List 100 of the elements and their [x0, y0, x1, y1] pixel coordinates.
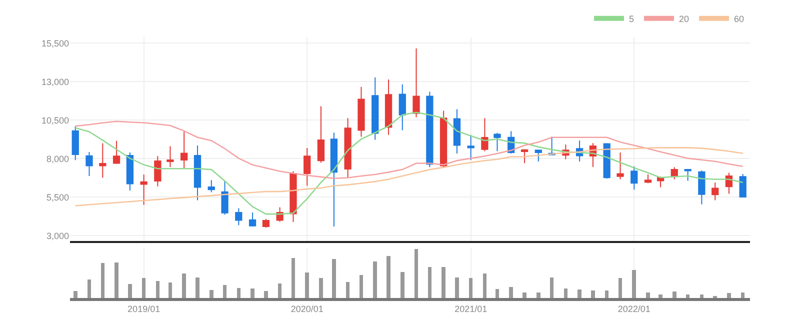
bar	[509, 287, 514, 298]
bar	[550, 277, 554, 298]
bar	[128, 284, 132, 298]
bar	[236, 288, 241, 298]
y-tick-label: 10,500	[41, 115, 69, 126]
bar	[468, 278, 473, 298]
candlestick	[656, 177, 664, 188]
line-series	[74, 120, 744, 179]
bar	[618, 278, 622, 298]
bar	[495, 289, 500, 298]
bar	[291, 258, 296, 298]
y-tick-label: 13,000	[41, 76, 69, 87]
bar	[658, 294, 662, 298]
y-tick-label: 8,000	[46, 154, 69, 164]
bar	[700, 294, 704, 298]
candlestick	[412, 48, 420, 118]
candlestick	[644, 174, 652, 184]
candlestick	[481, 118, 488, 152]
bar	[222, 284, 227, 298]
candlestick	[534, 150, 542, 162]
candlestick	[235, 208, 242, 226]
candlestick	[112, 140, 120, 164]
bar	[332, 258, 336, 298]
bar	[156, 280, 160, 298]
y-tick-label: 3,000	[46, 230, 69, 241]
bar	[182, 273, 186, 298]
bar	[455, 277, 459, 298]
x-tick-label: 2022/01	[618, 304, 650, 314]
bar	[209, 290, 214, 298]
candlestick	[603, 142, 610, 180]
legend-label: 5	[629, 14, 634, 24]
bar	[250, 288, 254, 298]
bar	[264, 291, 268, 298]
bar	[591, 290, 595, 298]
candlestick	[86, 152, 93, 177]
candlestick	[330, 132, 338, 228]
candlestick	[221, 180, 228, 216]
candlestick	[290, 170, 297, 223]
candlestick	[440, 110, 448, 168]
bar	[646, 292, 650, 298]
bar	[632, 270, 636, 298]
bar	[196, 277, 200, 298]
candlestick	[684, 169, 692, 182]
bar	[168, 282, 172, 298]
bar	[604, 290, 609, 298]
legend-label: 60	[734, 14, 744, 24]
bar	[578, 290, 582, 298]
bar	[346, 282, 350, 298]
bar	[536, 292, 540, 298]
bar	[87, 279, 92, 298]
bar	[727, 293, 731, 298]
candlestick	[99, 142, 106, 178]
candlestick	[698, 170, 706, 205]
candlestick	[398, 84, 406, 131]
bar	[428, 267, 432, 298]
candlestick	[248, 212, 256, 228]
candlestick	[166, 146, 174, 168]
candlestick	[494, 132, 501, 152]
x-tick-label: 2019/01	[128, 304, 160, 314]
bar	[686, 294, 690, 298]
x-tick-label: 2020/01	[290, 304, 324, 314]
bar	[564, 288, 568, 298]
candlestick	[712, 182, 719, 201]
bar	[522, 292, 526, 298]
bar	[400, 272, 404, 298]
bar	[114, 262, 118, 298]
candlestick	[194, 145, 202, 201]
legend-label: 20	[679, 14, 690, 24]
y-tick-label: 15,500	[41, 38, 69, 48]
candlestick	[180, 131, 188, 170]
bar	[73, 291, 78, 298]
candlestick	[304, 148, 311, 186]
candlestick	[739, 174, 746, 198]
bar	[142, 278, 146, 298]
candlestick	[616, 152, 624, 180]
candlestick	[208, 180, 215, 193]
candlestick	[467, 134, 474, 161]
line-series	[74, 147, 744, 206]
candlestick	[453, 108, 461, 154]
candlestick	[72, 126, 79, 161]
candlestick	[317, 106, 325, 164]
bar	[278, 283, 282, 298]
candlestick	[154, 156, 162, 187]
candlestick	[140, 174, 148, 206]
bar	[386, 256, 390, 298]
bar	[359, 274, 364, 298]
candlestick	[630, 166, 638, 190]
line-series	[74, 112, 744, 215]
bar	[740, 292, 745, 298]
bar	[373, 262, 378, 298]
bar	[100, 263, 105, 298]
bar	[414, 248, 418, 298]
candlestick	[384, 78, 392, 136]
bar	[305, 272, 310, 298]
candlestick	[344, 118, 352, 178]
bar	[672, 292, 676, 298]
bar	[482, 273, 487, 298]
bar	[442, 267, 446, 298]
x-tick-label: 2021/01	[454, 304, 488, 314]
candlestick	[372, 76, 379, 140]
